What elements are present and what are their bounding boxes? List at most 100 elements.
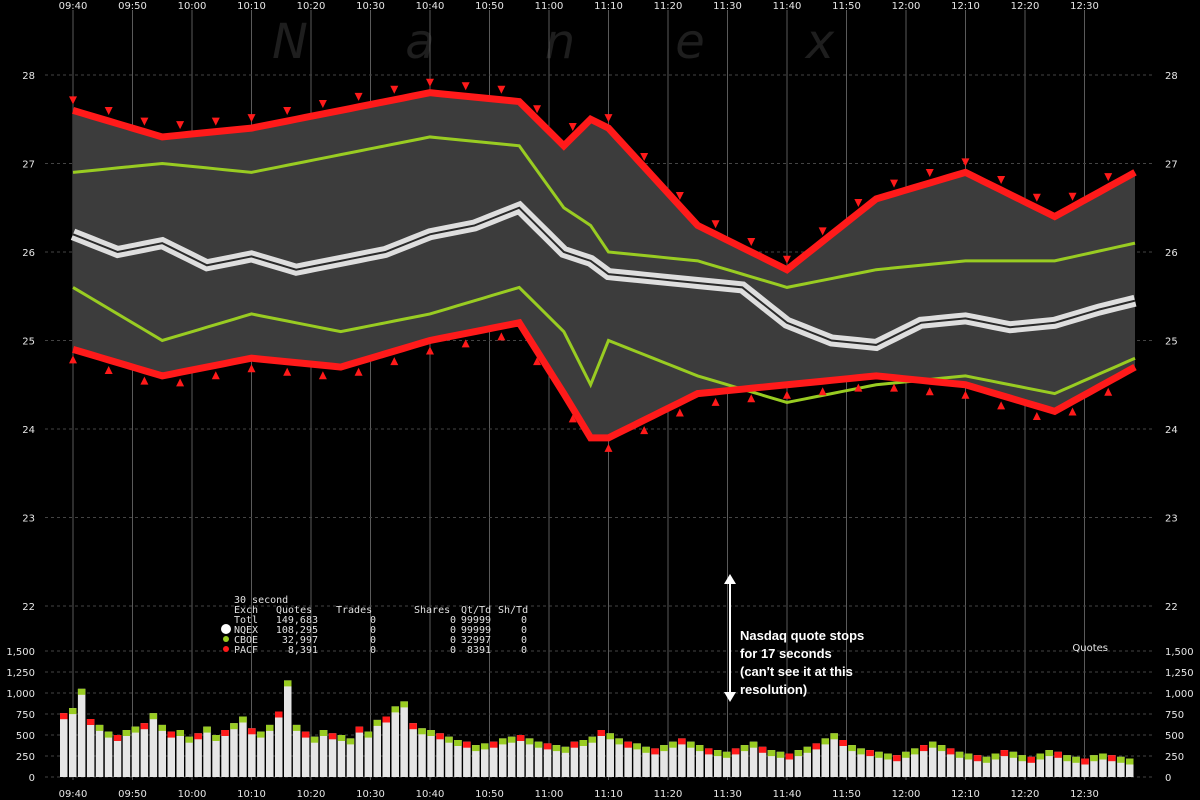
stats-exch: CBOE xyxy=(234,635,258,646)
volume-bar-cap xyxy=(86,719,95,725)
volume-bar-cap xyxy=(633,743,641,750)
volume-bar xyxy=(973,755,982,777)
volume-bar xyxy=(203,726,211,777)
volume-bar xyxy=(499,738,507,777)
volume-bar xyxy=(176,730,184,777)
volume-bar xyxy=(687,741,695,777)
volume-bar xyxy=(964,753,973,777)
volume-bar-cap xyxy=(490,741,498,748)
pacf-marker xyxy=(890,179,899,188)
pacf-marker xyxy=(961,390,970,399)
pacf-marker xyxy=(747,394,756,403)
price-tick-label-right: 27 xyxy=(1165,160,1178,171)
pacf-marker xyxy=(604,114,613,123)
volume-bar-cap xyxy=(714,750,722,757)
volume-bar xyxy=(955,751,964,777)
volume-bar-cap xyxy=(1045,750,1053,757)
pacf-marker xyxy=(140,117,149,126)
pacf-marker xyxy=(390,85,399,94)
volume-axis-label: Quotes xyxy=(1072,643,1108,654)
volume-bar xyxy=(812,743,820,777)
x-tick-label-top: 10:30 xyxy=(356,1,385,12)
volume-bar-cap xyxy=(740,745,749,752)
volume-bar-cap xyxy=(104,731,113,738)
price-bands xyxy=(69,78,1137,452)
volume-bar xyxy=(319,730,328,777)
stats-exch: PACF xyxy=(234,645,258,656)
pacf-marker xyxy=(211,117,220,126)
volume-bar-cap xyxy=(848,745,856,752)
volume-bar-cap xyxy=(705,748,713,755)
x-tick-label-bottom: 12:10 xyxy=(951,789,980,800)
x-tick-label-bottom: 12:00 xyxy=(892,789,921,800)
volume-tick-label-right: 0 xyxy=(1165,773,1171,784)
volume-tick-label-right: 1,000 xyxy=(1165,689,1194,700)
volume-bar xyxy=(1099,753,1107,777)
volume-bar-cap xyxy=(95,724,104,731)
volume-bar-cap xyxy=(194,733,202,740)
volume-bar xyxy=(579,740,588,777)
volume-tick-label-left: 1,500 xyxy=(6,647,35,658)
volume-bar-cap xyxy=(687,741,695,748)
volume-bar xyxy=(472,745,480,777)
stats-cell: 32,997 xyxy=(282,635,318,646)
pacf-marker xyxy=(925,387,934,396)
volume-bar xyxy=(167,731,175,777)
x-tick-label-top: 12:20 xyxy=(1011,1,1040,12)
volume-bar xyxy=(1063,755,1071,777)
volume-tick-label-left: 750 xyxy=(16,710,35,721)
volume-bar xyxy=(651,748,659,777)
x-tick-label-bottom: 12:30 xyxy=(1070,789,1099,800)
pacf-marker xyxy=(283,367,292,376)
volume-bar xyxy=(104,731,113,777)
volume-bar xyxy=(346,738,355,777)
volume-bar xyxy=(355,726,364,777)
volume-bar-cap xyxy=(140,723,149,730)
pacf-marker xyxy=(1068,192,1077,201)
volume-bar xyxy=(525,738,534,777)
pacf-marker xyxy=(711,220,720,229)
volume-bar-cap xyxy=(597,730,605,736)
pacf-marker xyxy=(925,168,934,177)
x-tick-label-bottom: 11:20 xyxy=(654,789,683,800)
volume-bar xyxy=(848,745,856,777)
volume-bar-cap xyxy=(481,743,489,750)
volume-bar xyxy=(570,741,579,777)
x-tick-label-bottom: 10:10 xyxy=(237,789,266,800)
volume-bar xyxy=(149,713,158,777)
stats-header: Shares xyxy=(414,605,450,616)
volume-bar-cap xyxy=(660,745,668,752)
volume-bar-cap xyxy=(257,731,265,738)
annotation-text-line: (can't see it at this xyxy=(740,664,853,679)
pacf-marker xyxy=(1032,193,1041,202)
watermark-letter: x xyxy=(804,14,835,70)
volume-bar xyxy=(803,746,811,777)
volume-bar-cap xyxy=(946,748,955,755)
volume-bar-cap xyxy=(409,723,417,730)
volume-bar-cap xyxy=(185,736,193,743)
pacf-marker xyxy=(1104,387,1113,396)
stats-cell: 0 xyxy=(370,645,376,656)
volume-bar xyxy=(292,724,301,777)
x-tick-label-top: 09:50 xyxy=(118,1,147,12)
volume-bar-cap xyxy=(364,731,373,738)
volume-bar xyxy=(1027,756,1035,777)
volume-bar xyxy=(946,748,955,777)
price-tick-label-right: 24 xyxy=(1165,425,1178,436)
x-tick-label-top: 11:30 xyxy=(713,1,742,12)
x-tick-label-bottom: 10:50 xyxy=(475,789,504,800)
x-tick-label-bottom: 10:40 xyxy=(416,789,445,800)
volume-bar-cap xyxy=(525,738,534,745)
volume-bar-cap xyxy=(149,713,158,720)
volume-bar xyxy=(418,728,426,777)
volume-bar-cap xyxy=(642,746,650,753)
volume-bar-cap xyxy=(337,735,346,741)
volume-bar xyxy=(373,719,381,777)
volume-bar-cap xyxy=(893,755,901,762)
pacf-marker xyxy=(640,153,649,162)
volume-bar-cap xyxy=(955,751,964,758)
volume-bar xyxy=(642,746,650,777)
volume-bar xyxy=(301,731,310,777)
volume-bar xyxy=(740,745,749,777)
volume-bar xyxy=(1081,758,1089,777)
